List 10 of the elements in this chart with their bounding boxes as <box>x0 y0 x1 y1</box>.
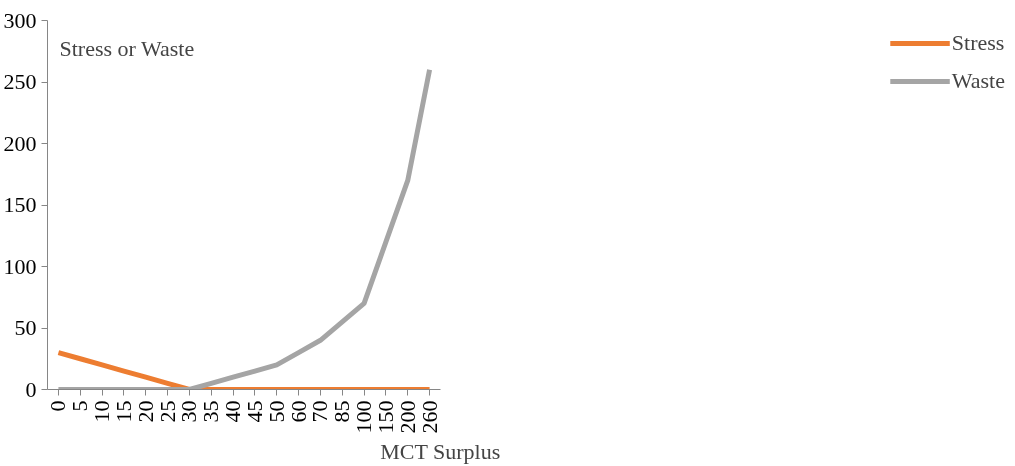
legend-label: Stress <box>951 30 1005 56</box>
y-tick-label: 300 <box>3 7 37 33</box>
legend-label: Waste <box>951 68 1005 94</box>
x-axis-title: MCT Surplus <box>380 438 501 464</box>
y-tick-label: 150 <box>3 192 37 217</box>
y-tick-label: 250 <box>3 69 37 94</box>
y-tick-label: 100 <box>3 253 37 279</box>
y-tick-label: 50 <box>14 315 37 340</box>
y-axis-title: Stress or Waste <box>59 35 195 61</box>
y-tick-label: 200 <box>3 130 37 156</box>
